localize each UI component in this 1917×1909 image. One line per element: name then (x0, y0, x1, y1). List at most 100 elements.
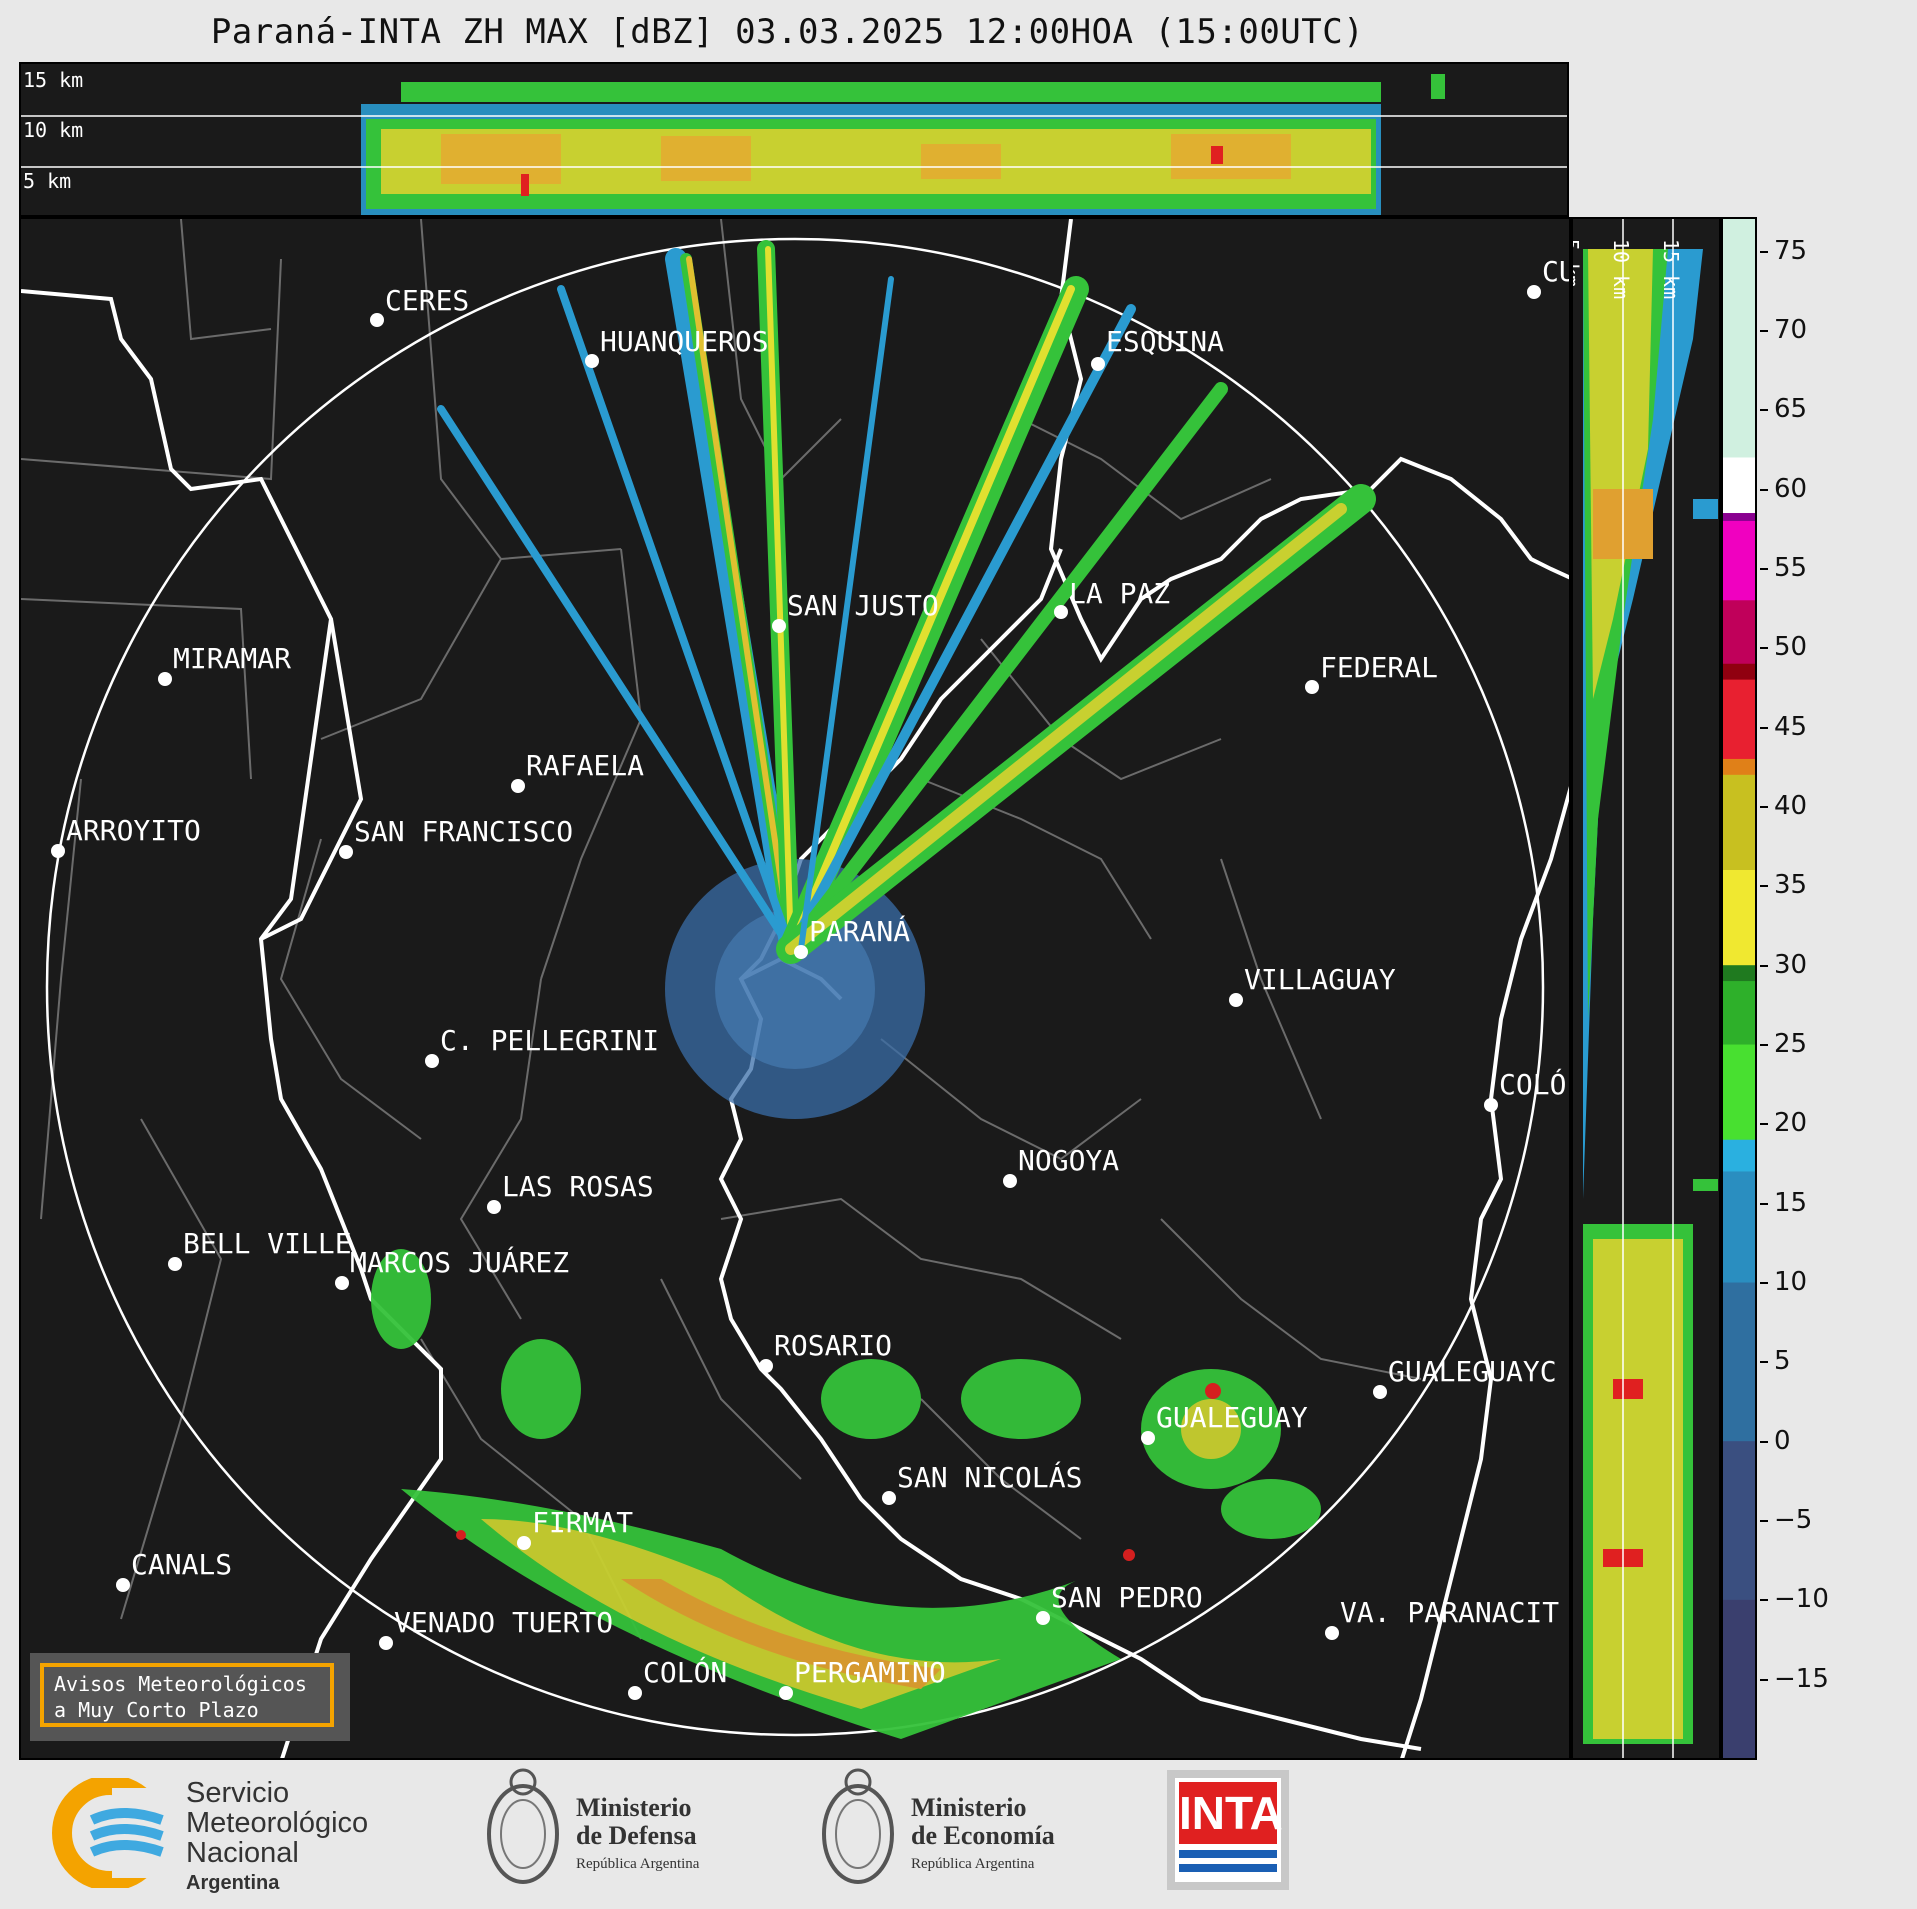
colorbar-band (1723, 1599, 1755, 1758)
southern-precip (371, 1249, 1321, 1739)
coat-of-arms-icon (822, 1768, 894, 1884)
city-dot (1036, 1611, 1050, 1625)
colorbar-tick-mark (1760, 885, 1768, 888)
city-dot (370, 313, 384, 327)
notice-line2: a Muy Corto Plazo (54, 1698, 259, 1722)
smn-line3: Nacional (186, 1837, 299, 1869)
city-dot (1091, 357, 1105, 371)
city-dot (759, 1359, 773, 1373)
colorbar-band (1723, 1139, 1755, 1156)
height-label-5km: 5 km (23, 169, 72, 193)
city-label-federal: FEDERAL (1320, 651, 1439, 684)
side-height-label-15km: 15 km (1659, 239, 1683, 300)
radar-map: CERES HUANQUEROS ESQUINA SAN JUSTO LA PA… (19, 217, 1571, 1760)
economia-logo: Ministerio de Economía República Argenti… (813, 1762, 1113, 1897)
city-label-parana: PARANÁ (809, 915, 911, 948)
dbz-colorbar (1721, 217, 1757, 1760)
colorbar-tick-label: 40 (1774, 791, 1808, 822)
colorbar-tick-mark (1760, 409, 1768, 412)
smn-emblem (52, 1775, 172, 1891)
defensa-line1: Ministerio (576, 1793, 692, 1822)
colorbar-tick-label: 35 (1774, 870, 1808, 901)
city-label-colon: COLÓN (643, 1656, 728, 1689)
city-label-gualeguayc: GUALEGUAYC (1388, 1355, 1557, 1388)
range-ring (45, 237, 1545, 1737)
side-xs-echo (1583, 249, 1718, 1744)
defensa-logo: Ministerio de Defensa República Argentin… (478, 1762, 758, 1897)
economia-line3: República Argentina (911, 1856, 1035, 1872)
city-dot (1527, 285, 1541, 299)
city-dot (339, 845, 353, 859)
colorbar-tick-label: 55 (1774, 553, 1808, 584)
colorbar-band (1723, 1170, 1755, 1283)
city-label-canals: CANALS (131, 1548, 233, 1581)
colorbar-band (1723, 1282, 1755, 1442)
colorbar-band (1723, 1440, 1755, 1600)
economia-line1: Ministerio (911, 1793, 1027, 1822)
side-height-label-10km: 10 km (1609, 239, 1633, 300)
colorbar-tick-label: 25 (1774, 1029, 1808, 1060)
city-dot (487, 1200, 501, 1214)
city-label-rafaela: RAFAELA (526, 749, 645, 782)
colorbar-band (1723, 679, 1755, 759)
notice-box: Avisos Meteorológicos a Muy Corto Plazo (30, 1653, 350, 1741)
colorbar-band (1723, 456, 1755, 474)
inta-wordmark: INTA (1179, 1782, 1283, 1844)
colorbar-band (1723, 512, 1755, 521)
city-label-gualeguay: GUALEGUAY (1156, 1401, 1308, 1434)
city-label-firmat: FIRMAT (532, 1506, 634, 1539)
colorbar-tick-label: 15 (1774, 1187, 1808, 1218)
city-dot (585, 354, 599, 368)
colorbar-tick-label: −10 (1774, 1584, 1829, 1615)
city-label-huanqueros: HUANQUEROS (600, 325, 769, 358)
city-label-la-paz: LA PAZ (1069, 577, 1171, 610)
colorbar-band (1723, 472, 1755, 514)
colorbar-band (1723, 869, 1755, 966)
city-dot (882, 1491, 896, 1505)
city-dot (511, 779, 525, 793)
colorbar-tick-mark (1760, 806, 1768, 809)
city-label-c-pellegrini: C. PELLEGRINI (440, 1024, 660, 1057)
city-label-colo: COLÓ (1499, 1068, 1567, 1101)
colorbar-tick-mark (1760, 488, 1768, 491)
city-label-las-rosas: LAS ROSAS (502, 1170, 654, 1203)
city-label-miramar: MIRAMAR (173, 642, 292, 675)
colorbar-tick-mark (1760, 1361, 1768, 1364)
colorbar-tick-label: −5 (1774, 1505, 1813, 1535)
city-dot (1229, 993, 1243, 1007)
city-dot (1141, 1431, 1155, 1445)
city-label-ceres: CERES (385, 284, 470, 317)
side-cross-section: 5 km 10 km 15 km (1571, 217, 1721, 1760)
colorbar-band (1723, 1044, 1755, 1140)
city-dot (116, 1578, 130, 1592)
city-dot (379, 1636, 393, 1650)
colorbar-tick-label: 60 (1774, 473, 1808, 504)
colorbar-band (1723, 520, 1755, 601)
city-dot (158, 672, 172, 686)
colorbar-tick-mark (1760, 250, 1768, 253)
colorbar-tick-label: 45 (1774, 711, 1808, 742)
city-label-nogoya: NOGOYA (1018, 1144, 1120, 1177)
city-dot (1054, 605, 1068, 619)
colorbar-band (1723, 774, 1755, 871)
top-xs-echo (361, 74, 1445, 215)
defensa-line2: de Defensa (576, 1821, 697, 1850)
colorbar-tick-label: 30 (1774, 949, 1808, 980)
city-label-villaguay: VILLAGUAY (1244, 963, 1396, 996)
radar-site-dot (794, 945, 808, 959)
colorbar-tick-label: 50 (1774, 632, 1808, 663)
city-label-san-nicolas: SAN NICOLÁS (897, 1461, 1083, 1494)
city-dot (1484, 1098, 1498, 1112)
smn-line2: Meteorológico (186, 1807, 369, 1839)
economia-line2: de Economía (911, 1821, 1055, 1850)
city-dot (51, 844, 65, 858)
city-dot (517, 1536, 531, 1550)
city-label-rosario: ROSARIO (774, 1329, 893, 1362)
city-dot (335, 1276, 349, 1290)
colorbar-tick-mark (1760, 1520, 1768, 1522)
colorbar-tick-label: −15 (1774, 1663, 1829, 1694)
smn-logo: Servicio Meteorológico Nacional Argentin… (52, 1775, 422, 1894)
smn-line1: Servicio (186, 1777, 290, 1809)
colorbar-tick-label: 10 (1774, 1267, 1808, 1298)
smn-line4: Argentina (186, 1872, 280, 1894)
